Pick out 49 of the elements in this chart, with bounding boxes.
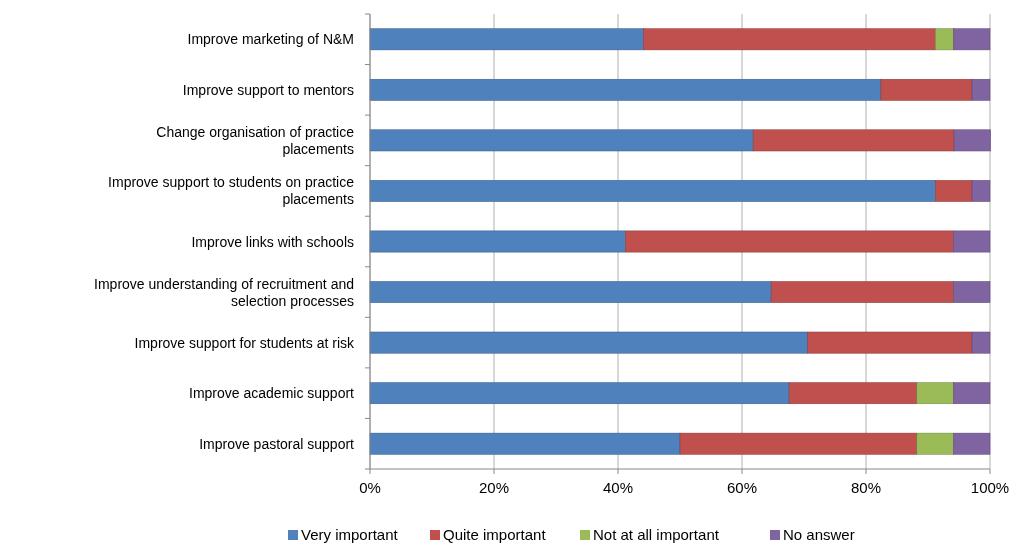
y-tick-label: Improve pastoral support	[199, 435, 355, 452]
bar	[807, 331, 973, 354]
bar	[369, 28, 644, 51]
legend-label: Quite important	[443, 526, 547, 543]
bar	[625, 230, 954, 253]
y-tick-label: Change organisation of practice placements	[156, 123, 355, 157]
bar	[369, 129, 754, 152]
bar	[971, 331, 991, 354]
bar	[369, 432, 681, 455]
bar	[752, 129, 955, 152]
x-tick-label: 40%	[602, 479, 634, 496]
bar	[369, 230, 626, 253]
bar	[369, 382, 790, 405]
legend-label: No answer	[783, 526, 855, 543]
bar	[369, 78, 882, 101]
bar	[369, 180, 936, 202]
bar	[971, 78, 991, 101]
x-tick-label: 0%	[359, 479, 381, 496]
bar	[369, 281, 772, 303]
bar	[643, 28, 936, 51]
bar	[953, 28, 991, 51]
y-tick-label: Improve academic support	[189, 385, 355, 402]
bar	[916, 432, 954, 455]
bar	[935, 180, 973, 202]
bar	[770, 281, 954, 303]
y-tick-label: Improve understanding of recruitment and selection processes	[94, 275, 354, 309]
bar	[880, 78, 973, 101]
bar	[788, 382, 918, 405]
bar	[953, 230, 991, 253]
bar	[953, 382, 991, 405]
y-tick-label: Improve links with schools	[191, 233, 354, 250]
bar	[369, 331, 808, 354]
y-tick-label: Improve support for students at risk	[134, 334, 355, 351]
y-tick-label: Improve marketing of N&M	[187, 31, 354, 48]
x-tick-label: 20%	[478, 479, 510, 496]
bar	[953, 432, 991, 455]
x-tick-label: 60%	[726, 479, 758, 496]
y-tick-label: Improve support to mentors	[182, 81, 354, 98]
y-tick-label: Improve support to students on practice placements	[108, 174, 355, 208]
bar	[953, 129, 991, 152]
x-tick-label: 80%	[850, 479, 882, 496]
bar	[953, 281, 991, 303]
legend-label: Not at all important	[593, 526, 720, 543]
bar	[971, 180, 991, 202]
bar	[935, 28, 954, 51]
legend-label: Very important	[301, 526, 399, 543]
x-tick-label: 100%	[970, 479, 1010, 496]
bar	[916, 382, 954, 405]
bar	[679, 432, 918, 455]
